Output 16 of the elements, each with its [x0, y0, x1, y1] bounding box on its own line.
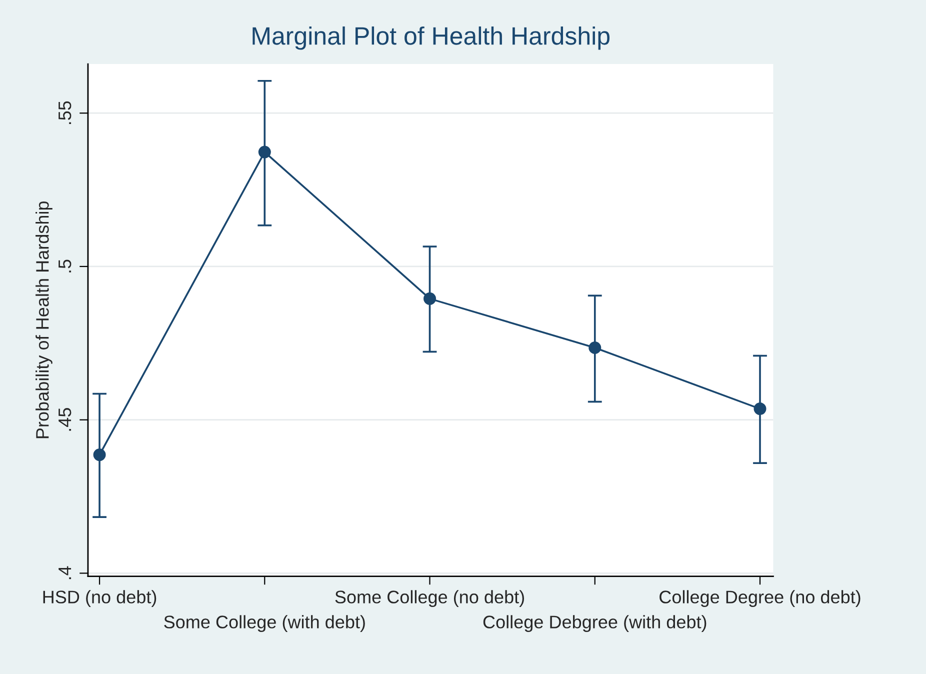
point [258, 146, 271, 158]
chart-title: Marginal Plot of Health Hardship [252, 26, 610, 50]
y-tick-label: .4 [58, 566, 72, 580]
point [754, 402, 766, 416]
x-tick-label: College Degree (no debt) [660, 590, 860, 607]
x-tick-label: Some College (no debt) [335, 590, 524, 607]
point [93, 448, 106, 462]
y-tick-label: .45 [58, 408, 72, 431]
x-tick-label: HSD (no debt) [43, 590, 156, 607]
y-axis-title: Probability of Health Hardship [36, 201, 52, 438]
y-tick-label: .5 [58, 260, 72, 272]
x-tick-label: Some College (with debt) [164, 615, 365, 632]
point [588, 342, 602, 354]
x-tick-label: College Debgree (with debt) [483, 615, 706, 632]
y-tick-label: .55 [58, 101, 72, 124]
point [424, 292, 436, 305]
